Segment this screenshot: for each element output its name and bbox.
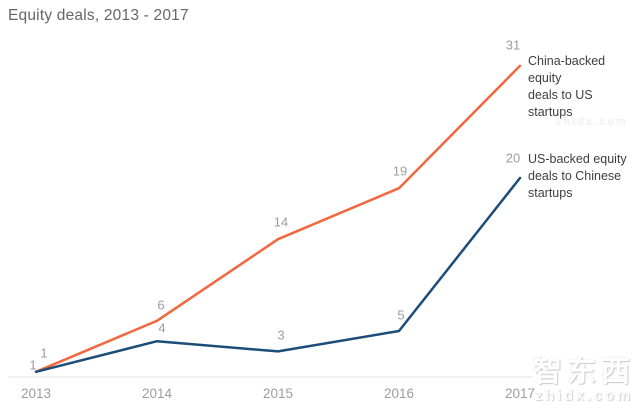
data-label-s0-2014: 6	[157, 297, 165, 313]
data-label-s0-2015: 14	[273, 214, 289, 230]
series-annotation-china-backed: China-backed equity deals to US startups	[528, 54, 606, 119]
series-annotation-us-backed: US-backed equity deals to Chinese startu…	[528, 152, 627, 200]
x-tick-2017: 2017	[504, 386, 536, 401]
x-tick-2015: 2015	[262, 386, 294, 401]
x-tick-2016: 2016	[383, 386, 415, 401]
data-label-s1-2016: 5	[397, 307, 405, 323]
data-label-s0-2017: 31	[505, 37, 521, 53]
series-line-1	[34, 176, 522, 374]
x-tick-2013: 2013	[20, 386, 52, 401]
series-line-0	[34, 64, 522, 374]
data-label-s0-2013: 1	[40, 345, 48, 361]
data-label-s1-2015: 3	[277, 327, 285, 343]
data-label-s0-2016: 19	[392, 163, 408, 179]
chart-title: Equity deals, 2013 - 2017	[8, 7, 189, 24]
data-label-s1-2013: 1	[29, 357, 37, 373]
x-tick-2014: 2014	[141, 386, 173, 401]
data-label-s1-2014: 4	[158, 320, 166, 336]
data-label-s1-2017: 20	[505, 150, 521, 166]
